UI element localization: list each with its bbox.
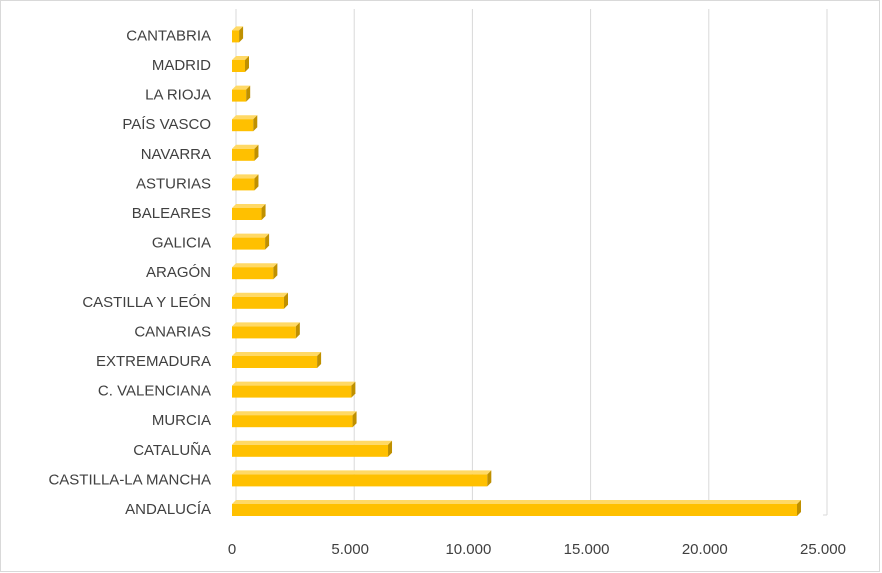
bar-top-face xyxy=(232,500,801,504)
x-tick-label: 10.000 xyxy=(445,541,491,558)
x-axis-tick-labels: 0 5.000 10.000 15.000 20.000 25.000 xyxy=(228,541,846,558)
x-tick-label: 5.000 xyxy=(331,541,369,558)
bar-top-face xyxy=(232,56,250,60)
category-label: MURCIA xyxy=(152,412,211,429)
bar-front-face xyxy=(232,60,246,72)
x-tick-label: 15.000 xyxy=(564,541,610,558)
bar xyxy=(232,144,259,161)
bar-top-face xyxy=(232,233,270,238)
bar-top-face xyxy=(232,263,278,268)
category-label: CATALUÑA xyxy=(133,442,211,459)
bar xyxy=(232,440,393,457)
bar-top-face xyxy=(232,352,322,356)
category-label: NAVARRA xyxy=(141,146,211,163)
category-label: ANDALUCÍA xyxy=(125,501,211,518)
bar-front-face xyxy=(232,504,797,516)
bar-side-face xyxy=(352,411,357,428)
bar-top-face xyxy=(232,381,356,386)
x-tick-label: 20.000 xyxy=(682,541,728,558)
category-label: CANTABRIA xyxy=(126,27,211,44)
x-tick-label: 25.000 xyxy=(800,541,846,558)
gridlines xyxy=(232,9,828,516)
bar xyxy=(232,26,244,43)
bar-front-face xyxy=(232,296,285,309)
bar-side-face xyxy=(239,26,244,43)
bar-front-face xyxy=(232,326,296,339)
bar-front-face xyxy=(232,119,254,132)
bar-top-face xyxy=(232,85,251,90)
bar-front-face xyxy=(232,30,240,43)
bar-top-face xyxy=(232,26,244,31)
bar-side-face xyxy=(261,204,266,220)
category-labels: ANDALUCÍA CASTILLA-LA MANCHA CATALUÑA MURCI… xyxy=(48,27,211,518)
bar-front-face xyxy=(232,89,247,102)
category-label: ASTURIAS xyxy=(136,175,211,192)
bar-top-face xyxy=(232,144,259,149)
category-label: BALEARES xyxy=(132,205,211,222)
bar-side-face xyxy=(254,144,259,161)
category-label: ARAGÓN xyxy=(146,264,211,281)
category-label: MADRID xyxy=(152,57,211,74)
bar-side-face xyxy=(284,292,289,309)
bar-front-face xyxy=(232,178,255,191)
category-label: PAÍS VASCO xyxy=(122,116,211,133)
bar-front-face xyxy=(232,148,255,161)
bar-side-face xyxy=(265,233,270,250)
bar-front-face xyxy=(232,356,318,368)
category-label: CASTILLA-LA MANCHA xyxy=(48,471,211,488)
bar-side-face xyxy=(254,174,259,191)
bar-side-face xyxy=(388,440,393,457)
bar-front-face xyxy=(232,267,274,280)
bar xyxy=(232,174,259,191)
category-label: EXTREMADURA xyxy=(96,353,211,370)
bar-top-face xyxy=(232,411,357,416)
bar xyxy=(232,263,278,280)
category-label: CASTILLA Y LEÓN xyxy=(82,294,211,311)
bar xyxy=(232,56,250,72)
bar-front-face xyxy=(232,415,353,428)
bar-top-face xyxy=(232,174,259,179)
category-label: GALICIA xyxy=(152,235,211,252)
bar-front-face xyxy=(232,444,389,457)
bar-front-face xyxy=(232,237,266,250)
bar-side-face xyxy=(245,56,250,72)
bar-side-face xyxy=(273,263,278,280)
bars xyxy=(232,26,801,516)
bar xyxy=(232,500,801,516)
bar xyxy=(232,352,322,368)
bar xyxy=(232,470,492,487)
bar xyxy=(232,115,258,132)
bar xyxy=(232,85,251,102)
bar-side-face xyxy=(317,352,322,368)
bar-top-face xyxy=(232,440,393,445)
bar xyxy=(232,381,356,398)
bar-top-face xyxy=(232,115,258,120)
bar-top-face xyxy=(232,470,492,475)
bar-side-face xyxy=(351,381,356,398)
bar xyxy=(232,204,266,220)
bar-front-face xyxy=(232,385,352,398)
bar xyxy=(232,411,357,428)
category-label: CANARIAS xyxy=(134,323,211,340)
bar-top-face xyxy=(232,204,266,208)
bar-top-face xyxy=(232,322,300,327)
bar-front-face xyxy=(232,474,488,487)
bar-front-face xyxy=(232,208,262,220)
bar xyxy=(232,322,300,339)
bar-side-face xyxy=(246,85,251,102)
bar xyxy=(232,292,289,309)
bar xyxy=(232,233,270,250)
category-label: C. VALENCIANA xyxy=(98,383,211,400)
category-label: LA RIOJA xyxy=(145,87,211,104)
bar-side-face xyxy=(487,470,492,487)
bar-side-face xyxy=(295,322,300,339)
x-tick-label: 0 xyxy=(228,541,236,558)
bar-side-face xyxy=(253,115,258,132)
bar-top-face xyxy=(232,292,289,297)
bar-side-face xyxy=(796,500,801,516)
